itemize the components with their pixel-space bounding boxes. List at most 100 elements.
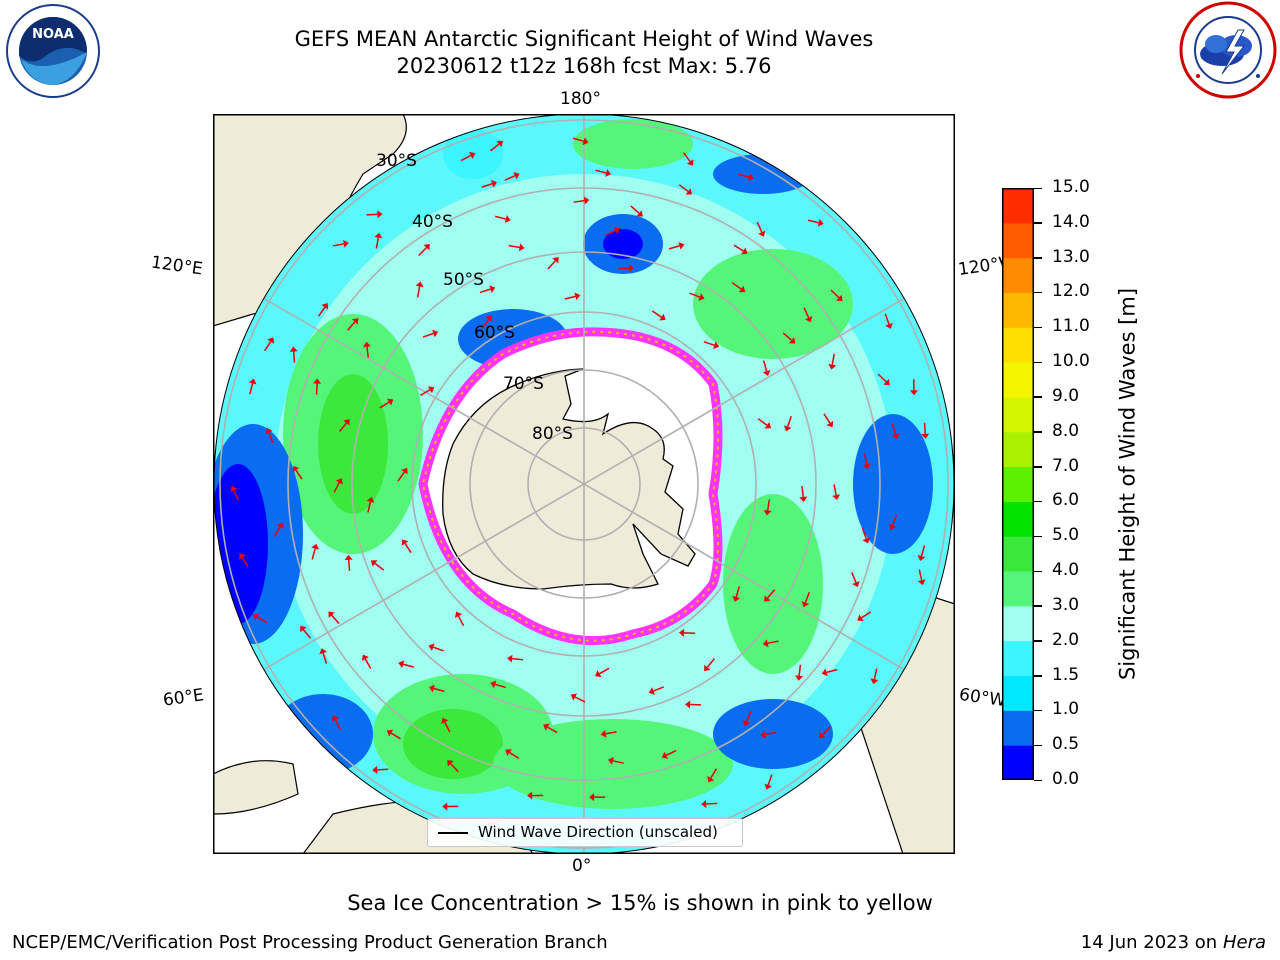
- wave-arrow-shaft: [651, 310, 662, 318]
- colorbar-tick-label: 1.5: [1052, 664, 1080, 685]
- wave-arrow-shaft: [233, 490, 240, 501]
- wave-arrow-head: [704, 664, 711, 672]
- wave-arrow-head: [311, 543, 319, 550]
- lon-label-60e: 60°E: [161, 685, 206, 711]
- wave-arrow-head: [801, 601, 810, 608]
- footer-machine: Hera: [1222, 932, 1266, 953]
- wave-arrow-head: [361, 654, 369, 661]
- colorbar-tick-mark: [1034, 396, 1042, 398]
- wave-arrow-head: [764, 422, 772, 429]
- wave-arrow-head: [527, 791, 533, 800]
- footer-date: 14 Jun 2023 on Hera: [1081, 932, 1266, 953]
- wave-arrow-shaft: [821, 726, 831, 736]
- colorbar-tick-label: 15.0: [1052, 177, 1090, 197]
- wave-arrow-shaft: [295, 469, 303, 480]
- colorbar-tick-mark: [1034, 466, 1042, 468]
- lon-label-60w: 60°W: [957, 684, 1008, 712]
- wave-arrow-shaft: [494, 683, 506, 689]
- colorbar-tick-label: 7.0: [1052, 455, 1080, 476]
- wave-arrow-shaft: [612, 760, 624, 764]
- colorbar-tick-label: 1.0: [1052, 699, 1080, 720]
- wave-arrow-shaft: [333, 482, 340, 493]
- wave-arrow-shaft: [374, 562, 385, 571]
- wave-arrow-head: [513, 172, 520, 180]
- wave-arrow-head: [570, 693, 578, 701]
- wave-arrow-shaft: [803, 307, 810, 318]
- wave-arrow-head: [870, 678, 879, 685]
- wave-arrow-head: [319, 648, 328, 655]
- wave-arrow-shaft: [861, 528, 867, 539]
- wave-arrow-head: [343, 419, 350, 426]
- wave-arrow-head: [883, 378, 890, 386]
- wave-arrow-shaft: [668, 245, 680, 250]
- wave-arrow-shaft: [873, 668, 878, 680]
- wave-arrow-shaft: [786, 415, 792, 427]
- wave-arrow-shaft: [268, 432, 274, 444]
- wave-arrow-shaft: [331, 614, 340, 625]
- nws-logo: [1178, 0, 1278, 100]
- wave-arrow-head: [344, 554, 353, 561]
- wave-arrow-shaft: [512, 657, 524, 661]
- wave-arrow-shaft: [494, 215, 507, 220]
- wave-arrow-head: [401, 467, 408, 475]
- wave-arrow-shaft: [766, 589, 776, 599]
- wave-arrow-head: [335, 478, 343, 485]
- wave-arrow-head: [862, 463, 871, 470]
- wave-arrow-shaft: [766, 499, 771, 511]
- wave-arrow-head: [762, 370, 771, 376]
- wave-arrow-shaft: [460, 154, 472, 162]
- wave-arrow-head: [888, 523, 897, 531]
- legend-text: Wind Wave Direction (unscaled): [478, 823, 718, 841]
- lat-label-50s: 50°S: [443, 270, 484, 290]
- wave-arrow-shaft: [823, 413, 831, 424]
- colorbar-tick-label: 9.0: [1052, 385, 1080, 406]
- colorbar-tick-label: 0.0: [1052, 769, 1080, 789]
- wave-arrow-head: [826, 420, 834, 428]
- wave-arrow-head: [289, 346, 298, 352]
- lon-label-0: 0°: [572, 856, 592, 876]
- wave-arrow-head: [832, 494, 841, 501]
- wave-arrow-shaft: [404, 543, 412, 554]
- wave-arrow-shaft: [807, 219, 819, 224]
- colorbar-tick-label: 11.0: [1052, 316, 1090, 337]
- wave-arrow-head: [799, 496, 808, 502]
- lat-label-70s: 70°S: [503, 374, 544, 394]
- colorbar-tick-label: 0.5: [1052, 734, 1080, 755]
- colorbar-segment: [1002, 362, 1034, 398]
- colorbar-tick-mark: [1034, 257, 1042, 259]
- wave-arrow-head: [891, 433, 900, 440]
- wave-arrow-shaft: [826, 668, 838, 674]
- wave-arrow-shaft: [334, 719, 341, 730]
- wave-arrow-shaft: [547, 726, 558, 734]
- wave-arrow-shaft: [508, 244, 520, 249]
- wave-arrow-head: [885, 322, 893, 329]
- wave-arrow-head: [686, 159, 694, 166]
- wave-arrow-head: [351, 318, 359, 325]
- lat-label-80s: 80°S: [532, 424, 573, 444]
- wave-arrow-shaft: [595, 169, 607, 174]
- wave-arrow-shaft: [367, 501, 372, 513]
- lat-label-40s: 40°S: [412, 212, 453, 232]
- wave-arrow-head: [661, 751, 668, 759]
- wave-arrow-head: [678, 628, 685, 637]
- wave-arrow-shaft: [683, 152, 691, 163]
- wave-arrow-head: [857, 614, 864, 622]
- wave-arrow-shaft: [509, 751, 520, 760]
- colorbar-tick-mark: [1034, 431, 1042, 433]
- wave-arrow-shaft: [678, 184, 689, 193]
- wave-arrow-shaft: [573, 199, 585, 203]
- colorbar: [1002, 188, 1034, 781]
- wave-arrow-head: [496, 140, 503, 148]
- wave-arrow-head: [543, 723, 550, 731]
- wave-arrow-head: [738, 285, 746, 293]
- lon-label-180: 180°: [560, 89, 601, 109]
- wave-arrow-head: [366, 496, 375, 503]
- wave-arrow-head: [817, 218, 824, 227]
- wave-arrow-head: [423, 244, 430, 251]
- wave-arrow-head: [415, 281, 424, 288]
- wave-arrow-head: [828, 364, 837, 370]
- wave-arrow-shaft: [833, 484, 837, 496]
- colorbar-tick-label: 8.0: [1052, 420, 1080, 441]
- wave-arrow-head: [804, 316, 813, 323]
- wave-arrow-head: [427, 386, 435, 394]
